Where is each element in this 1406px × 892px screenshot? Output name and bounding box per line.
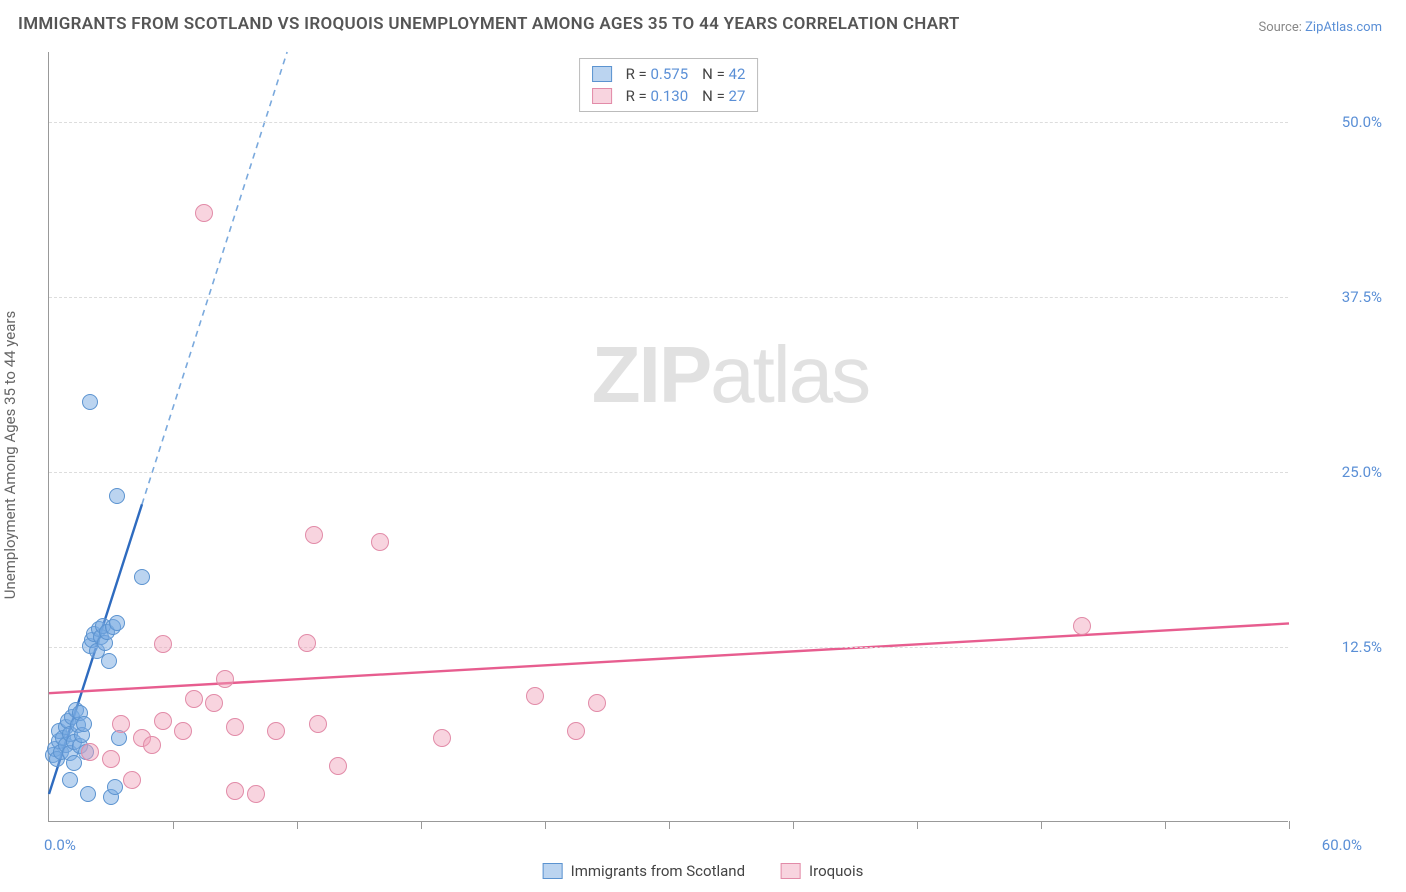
n-label: N = <box>702 65 728 83</box>
scatter-point-iroquois <box>526 687 544 705</box>
scatter-point-iroquois <box>309 715 327 733</box>
y-tick-label: 12.5% <box>1302 638 1382 656</box>
trendline-solid <box>49 623 1289 693</box>
gridline-horizontal <box>49 647 1288 648</box>
legend-label: Iroquois <box>809 862 863 880</box>
r-value-iroquois: 0.130 <box>650 87 688 105</box>
correlation-row-iroquois: R = 0.130 N = 27 <box>592 85 746 107</box>
source-prefix: Source: <box>1258 20 1305 35</box>
source-attribution: Source: ZipAtlas.com <box>1258 20 1382 35</box>
scatter-point-iroquois <box>185 690 203 708</box>
trendlines-layer <box>49 52 1288 821</box>
x-tick <box>1041 821 1042 829</box>
scatter-point-iroquois <box>154 635 172 653</box>
x-tick <box>917 821 918 829</box>
scatter-point-iroquois <box>154 712 172 730</box>
scatter-point-iroquois <box>174 722 192 740</box>
scatter-point-scotland <box>109 615 125 631</box>
series-legend: Immigrants from Scotland Iroquois <box>543 862 864 880</box>
gridline-horizontal <box>49 122 1288 123</box>
plot-area: ZIPatlas R = 0.575 N = 42 R = 0.130 N = … <box>48 52 1288 822</box>
scatter-point-iroquois <box>305 526 323 544</box>
x-tick <box>793 821 794 829</box>
scatter-point-iroquois <box>195 204 213 222</box>
scatter-point-iroquois <box>205 694 223 712</box>
scatter-point-scotland <box>134 569 150 585</box>
x-tick <box>421 821 422 829</box>
r-label: R = <box>626 87 651 105</box>
scatter-point-iroquois <box>267 722 285 740</box>
x-tick <box>297 821 298 829</box>
scatter-point-iroquois <box>567 722 585 740</box>
scatter-point-iroquois <box>371 533 389 551</box>
scatter-point-iroquois <box>433 729 451 747</box>
scatter-point-scotland <box>76 716 92 732</box>
scatter-point-scotland <box>101 653 117 669</box>
scatter-point-iroquois <box>226 782 244 800</box>
legend-item-scotland: Immigrants from Scotland <box>543 862 745 880</box>
x-tick <box>545 821 546 829</box>
y-tick-label: 25.0% <box>1302 463 1382 481</box>
scatter-point-scotland <box>107 779 123 795</box>
scatter-point-iroquois <box>247 785 265 803</box>
n-value-iroquois: 27 <box>729 87 746 105</box>
scatter-point-iroquois <box>216 670 234 688</box>
scatter-point-iroquois <box>112 715 130 733</box>
scatter-point-scotland <box>82 394 98 410</box>
x-tick <box>1289 821 1290 829</box>
y-axis-label: Unemployment Among Ages 35 to 44 years <box>1 311 19 599</box>
scatter-point-scotland <box>109 488 125 504</box>
scatter-point-iroquois <box>588 694 606 712</box>
swatch-blue-icon <box>543 863 563 879</box>
x-tick <box>173 821 174 829</box>
swatch-blue-icon <box>592 66 612 82</box>
scatter-point-iroquois <box>329 757 347 775</box>
x-tick <box>669 821 670 829</box>
x-max-label: 60.0% <box>1322 836 1362 854</box>
scatter-point-scotland <box>62 772 78 788</box>
scatter-point-iroquois <box>102 750 120 768</box>
scatter-point-iroquois <box>298 634 316 652</box>
legend-label: Immigrants from Scotland <box>571 862 745 880</box>
scatter-point-scotland <box>66 755 82 771</box>
swatch-pink-icon <box>592 88 612 104</box>
gridline-horizontal <box>49 297 1288 298</box>
gridline-horizontal <box>49 472 1288 473</box>
correlation-row-scotland: R = 0.575 N = 42 <box>592 63 746 85</box>
x-origin-label: 0.0% <box>44 836 76 854</box>
trendline-dashed <box>142 52 287 504</box>
r-value-scotland: 0.575 <box>650 65 688 83</box>
y-tick-label: 50.0% <box>1302 113 1382 131</box>
scatter-point-iroquois <box>1073 617 1091 635</box>
correlation-legend: R = 0.575 N = 42 R = 0.130 N = 27 <box>579 58 759 112</box>
source-link[interactable]: ZipAtlas.com <box>1305 20 1382 35</box>
swatch-pink-icon <box>781 863 801 879</box>
n-value-scotland: 42 <box>729 65 746 83</box>
x-tick <box>1165 821 1166 829</box>
chart-title: IMMIGRANTS FROM SCOTLAND VS IROQUOIS UNE… <box>18 14 960 34</box>
scatter-point-iroquois <box>143 736 161 754</box>
scatter-point-iroquois <box>123 771 141 789</box>
scatter-point-scotland <box>80 786 96 802</box>
n-label: N = <box>702 87 728 105</box>
legend-item-iroquois: Iroquois <box>781 862 863 880</box>
y-tick-label: 37.5% <box>1302 288 1382 306</box>
scatter-point-iroquois <box>81 743 99 761</box>
r-label: R = <box>626 65 651 83</box>
scatter-point-iroquois <box>226 718 244 736</box>
